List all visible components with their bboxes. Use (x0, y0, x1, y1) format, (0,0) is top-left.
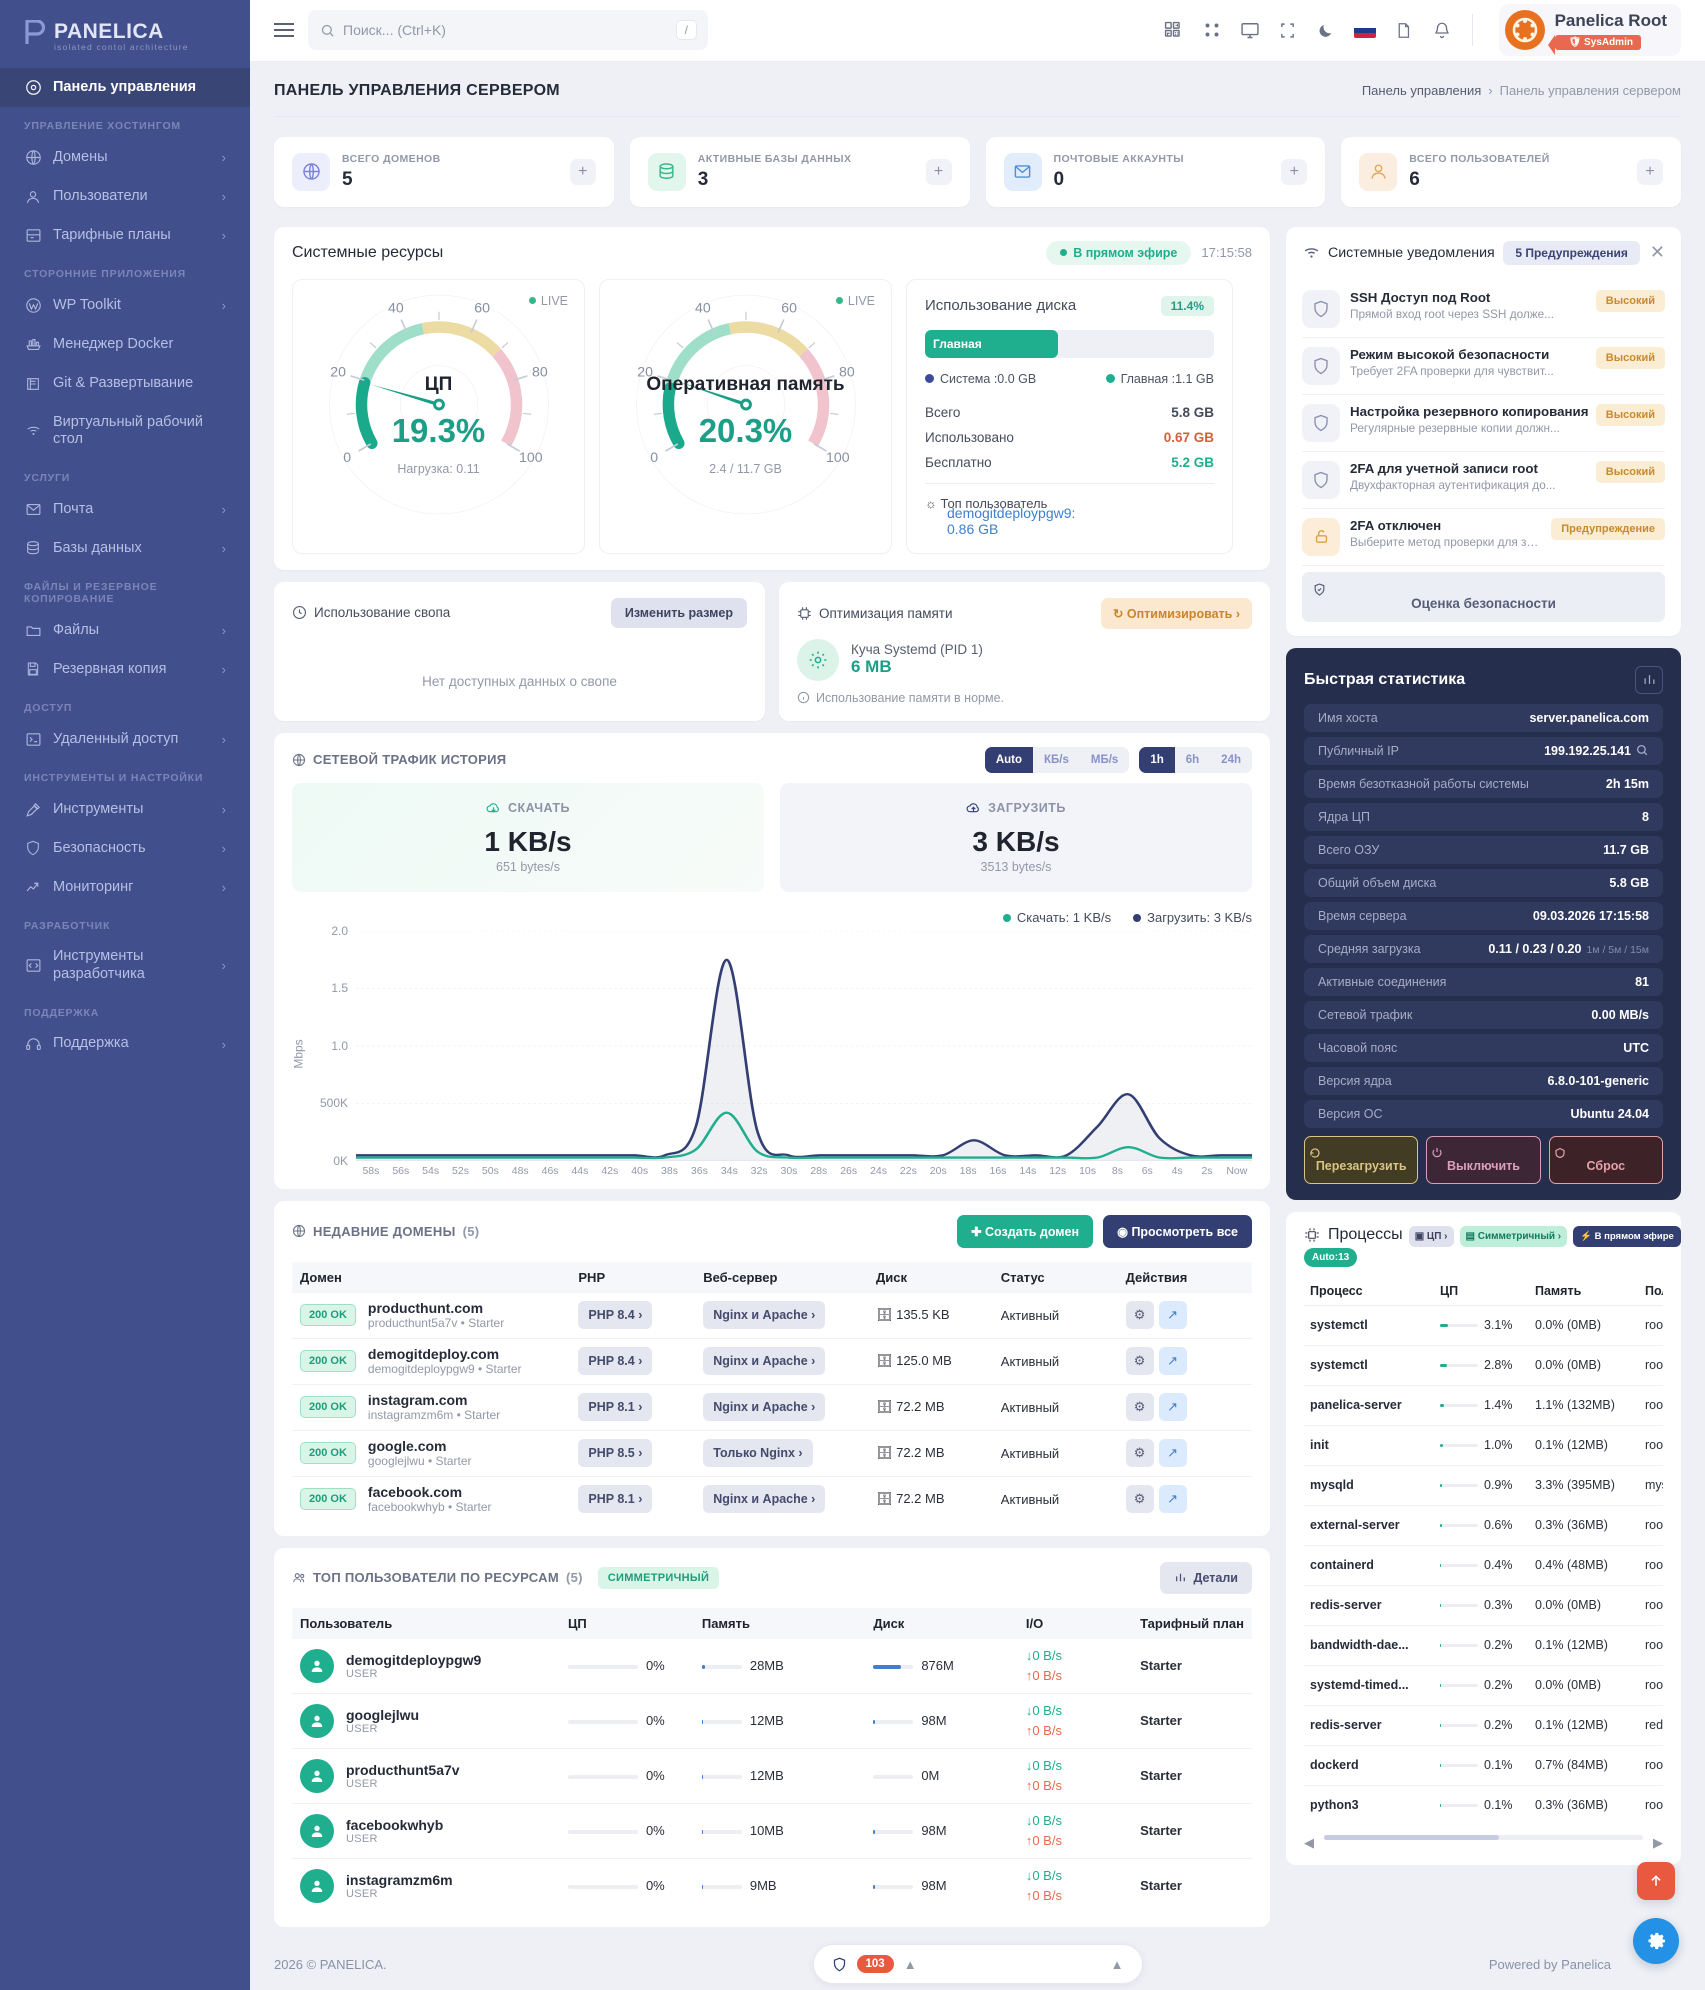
svg-text:40: 40 (388, 299, 404, 315)
svg-text:40: 40 (695, 299, 711, 315)
svg-text:60: 60 (474, 299, 490, 315)
svg-text:60: 60 (781, 299, 797, 315)
